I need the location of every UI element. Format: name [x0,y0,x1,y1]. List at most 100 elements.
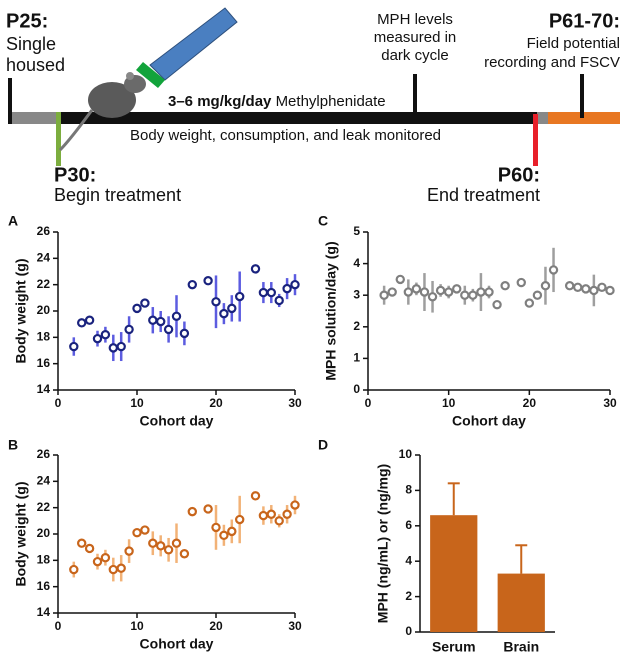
data-point [540,281,551,291]
y-tick-label: 6 [405,518,412,532]
y-tick-label: 20 [37,303,51,317]
timeline-pre [10,112,58,124]
y-tick-label: 24 [37,474,51,488]
data-point [597,282,607,292]
data-point [266,509,276,519]
data-point [387,287,397,297]
data-point [132,303,142,314]
data-point [282,283,292,294]
y-tick-label: 18 [37,553,51,567]
data-point [211,297,221,307]
data-point [403,287,414,297]
data-point [427,292,438,302]
p60-text: End treatment [427,185,540,205]
data-point [258,287,269,298]
y-tick-label: 24 [37,251,51,265]
x-tick-label: 0 [55,619,62,633]
p25-text: Single [6,34,56,54]
data-point [92,556,103,567]
p30-label: P30: [54,164,96,186]
y-tick-label: 10 [399,447,413,461]
data-point [258,510,269,521]
x-tick-label: 20 [523,396,537,410]
y-tick-label: 8 [405,483,412,497]
data-point [187,506,197,517]
y-tick-label: 14 [37,382,51,396]
y-axis-label: Body weight (g) [13,482,29,587]
data-point [76,538,87,548]
data-point [116,563,126,573]
data-point [395,274,405,285]
x-tick-label: 10 [130,396,144,410]
y-axis-label: Body weight (g) [13,259,29,364]
data-point [84,543,95,554]
x-axis-label: Cohort day [452,413,526,429]
data-point [187,279,197,290]
data-point [124,324,134,335]
panel-letter: C [318,213,328,229]
data-point [148,538,158,548]
dose-line: 3–6 mg/kg/day Methylphenidate [168,93,386,110]
data-point [203,504,213,514]
y-tick-label: 26 [37,447,51,461]
monitored-text: Body weight, consumption, and leak monit… [130,127,441,144]
y-tick-label: 3 [353,287,360,301]
data-point [589,285,599,296]
data-point [516,277,526,288]
data-point [274,295,284,306]
p30-text: Begin treatment [54,185,181,205]
y-tick-label: 4 [353,256,360,270]
bar [497,573,545,632]
data-point [266,287,276,298]
data-point [76,318,87,328]
p61-text: recording and FSCV [484,54,620,71]
mph-text: dark cycle [381,47,449,64]
data-point [234,514,245,525]
y-tick-label: 26 [37,224,51,238]
timeline-post [537,112,548,124]
y-tick-label: 18 [37,330,51,344]
timeline-bar [10,112,620,124]
data-point [476,287,486,297]
data-point [100,330,111,340]
data-point [290,500,300,510]
y-tick-label: 16 [37,579,51,593]
data-point [124,546,134,556]
data-point [69,564,79,575]
x-tick-label: 30 [603,396,617,410]
data-point [179,328,190,339]
mph-text: measured in [374,29,457,46]
data-point [532,290,543,300]
data-point [379,290,389,300]
marker-p30 [56,112,61,166]
data-point [250,491,261,501]
data-point [500,281,510,291]
x-tick-label: 0 [365,396,372,410]
x-tick-label: 20 [209,396,223,410]
data-point [227,526,237,537]
y-tick-label: 4 [405,553,412,567]
data-point [219,308,229,319]
x-tick-label: 10 [130,619,144,633]
data-point [234,291,245,302]
y-tick-label: 20 [37,526,51,540]
x-tick-label: 0 [55,396,62,410]
y-tick-label: 1 [353,351,360,365]
data-point [219,530,229,541]
p61-text: Field potential [527,35,620,52]
bar [430,515,478,632]
data-point [163,324,174,335]
data-point [227,303,237,314]
y-axis-label: MPH solution/day (g) [323,241,339,380]
data-point [468,290,478,300]
x-axis-label: Cohort day [140,636,214,652]
panel-letter: A [8,213,18,229]
data-point [100,553,111,563]
marker-p25 [8,78,12,124]
y-tick-label: 14 [37,605,51,619]
y-tick-label: 22 [37,277,51,291]
data-point [581,284,591,294]
data-point [163,545,174,555]
data-point [290,279,300,290]
dose: 3–6 mg/kg/day [168,93,272,110]
